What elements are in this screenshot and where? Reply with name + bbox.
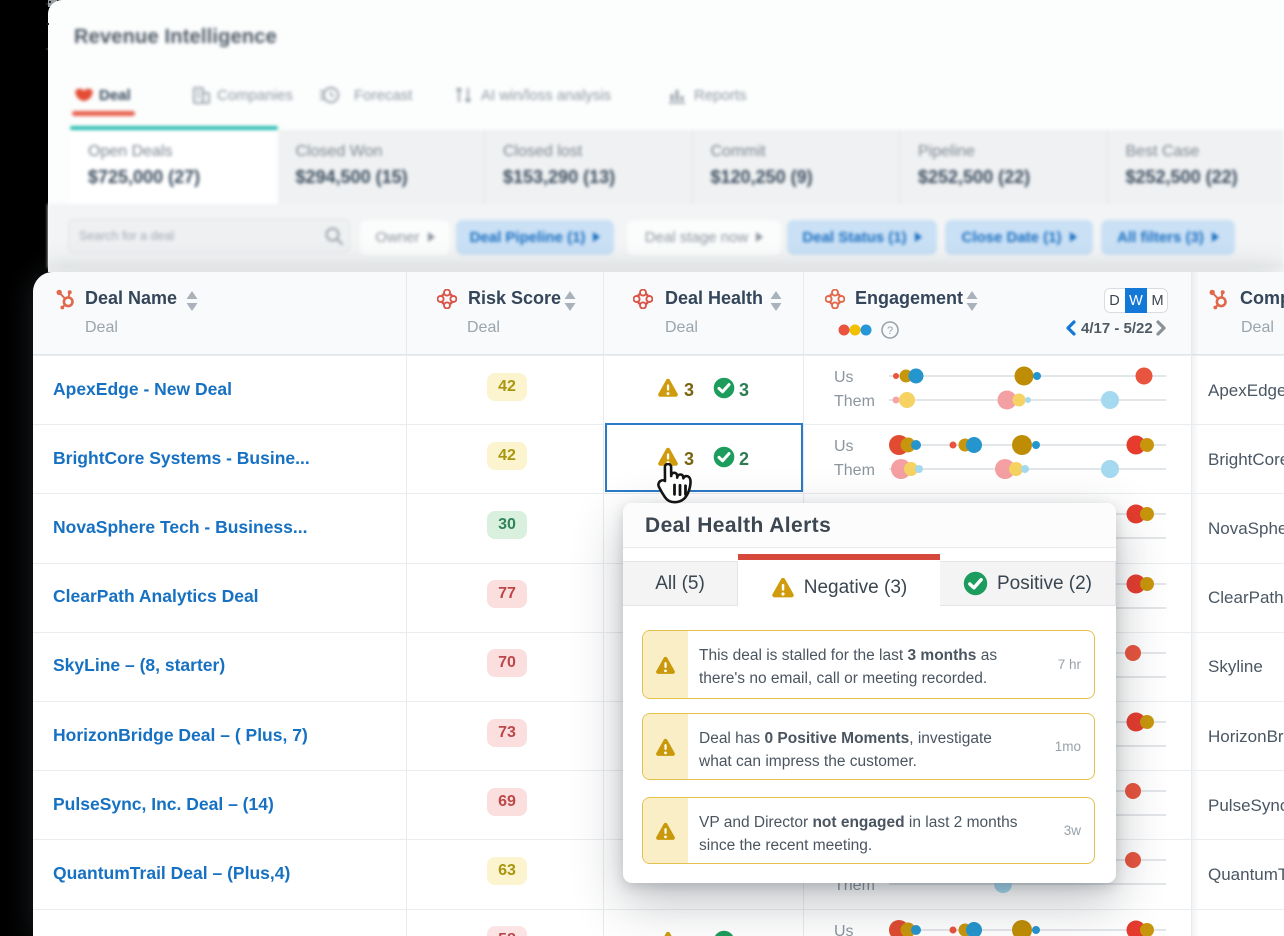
svg-text:Them: Them <box>834 462 875 479</box>
svg-text:?: ? <box>887 325 893 337</box>
svg-text:Us: Us <box>834 369 854 386</box>
svg-text:Us: Us <box>834 923 854 936</box>
svg-text:Us: Us <box>834 438 854 455</box>
svg-text:Them: Them <box>834 393 875 410</box>
